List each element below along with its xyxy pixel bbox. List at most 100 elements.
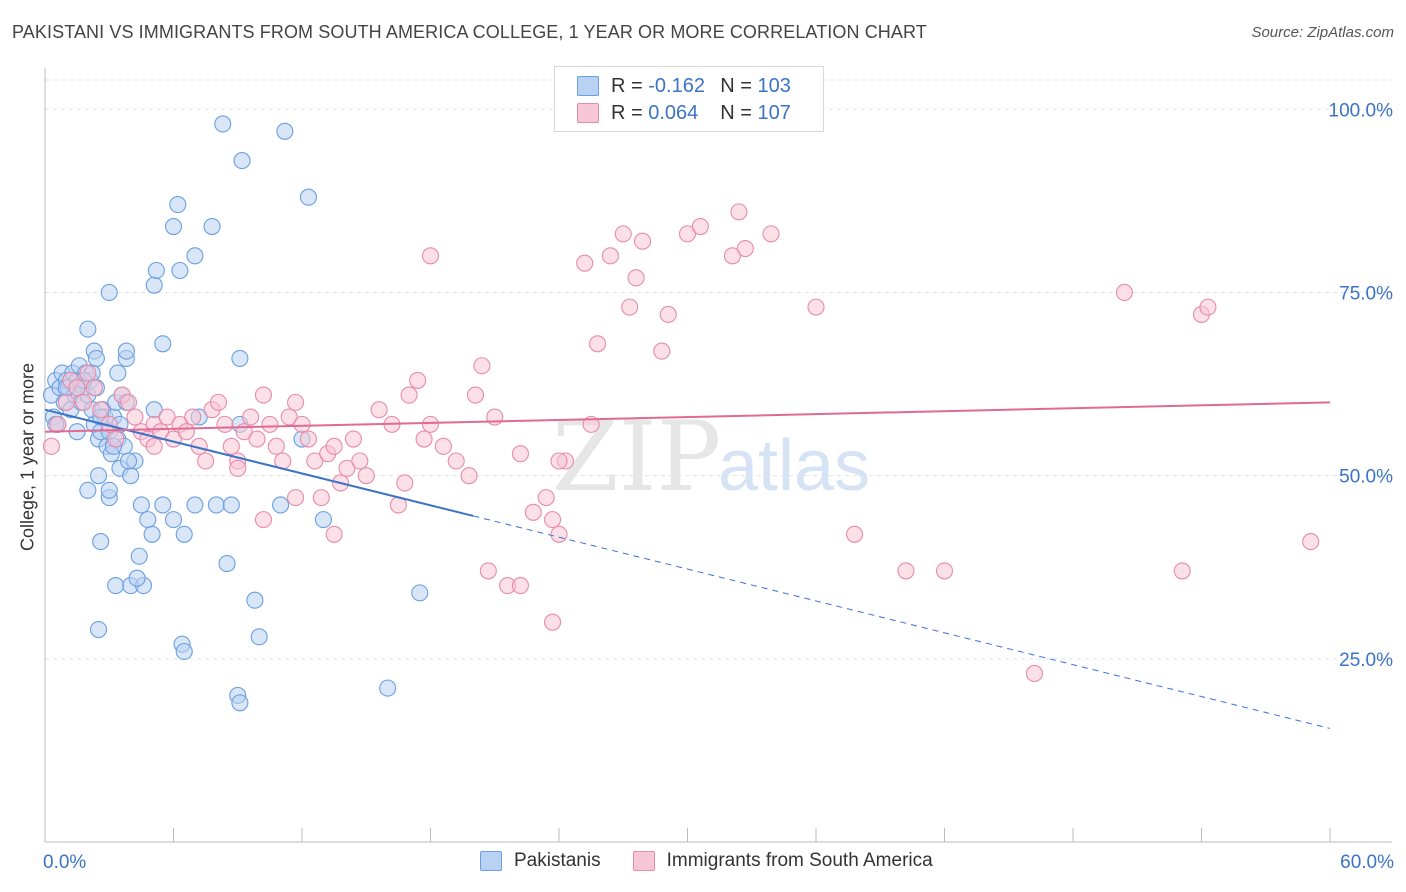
data-point bbox=[109, 364, 127, 382]
data-point bbox=[1302, 533, 1320, 551]
data-point bbox=[479, 562, 497, 580]
data-point bbox=[409, 371, 427, 389]
data-point bbox=[231, 694, 249, 712]
data-point bbox=[186, 496, 204, 514]
data-point bbox=[434, 437, 452, 455]
data-point bbox=[314, 511, 332, 529]
data-point bbox=[197, 452, 215, 470]
data-point bbox=[222, 496, 240, 514]
data-point bbox=[147, 261, 165, 280]
data-point bbox=[152, 423, 170, 441]
data-point bbox=[175, 642, 193, 661]
data-point bbox=[87, 349, 105, 367]
data-point bbox=[736, 239, 754, 258]
data-point bbox=[325, 525, 343, 543]
data-point bbox=[511, 577, 530, 595]
data-point bbox=[254, 386, 273, 404]
data-point bbox=[299, 188, 317, 206]
data-point bbox=[306, 452, 324, 470]
data-point bbox=[935, 562, 954, 580]
data-point bbox=[544, 613, 562, 631]
data-point bbox=[653, 342, 671, 360]
bottom-legend-swatch-blue bbox=[480, 851, 502, 871]
data-point bbox=[57, 393, 75, 411]
data-point bbox=[379, 679, 397, 697]
data-point bbox=[119, 452, 138, 470]
data-point bbox=[338, 459, 356, 477]
data-point bbox=[762, 225, 780, 243]
data-point bbox=[49, 415, 67, 433]
data-point bbox=[207, 496, 225, 514]
data-point bbox=[723, 247, 742, 265]
data-point bbox=[897, 562, 915, 580]
data-point bbox=[544, 511, 562, 529]
data-point bbox=[107, 430, 125, 448]
legend-row-pakistanis: R = -0.162 N = 103 bbox=[577, 73, 791, 99]
data-point bbox=[370, 401, 388, 419]
data-point bbox=[447, 452, 465, 470]
data-point bbox=[89, 620, 108, 639]
bottom-legend-pakistanis[interactable]: Pakistanis bbox=[480, 850, 601, 872]
legend-n-value: 103 bbox=[757, 74, 791, 97]
x-tick-max: 60.0% bbox=[1340, 852, 1394, 873]
data-point bbox=[730, 203, 748, 221]
data-point bbox=[280, 408, 298, 426]
data-point bbox=[633, 232, 652, 250]
y-tick-label: 75.0% bbox=[1339, 283, 1393, 304]
y-tick-label: 25.0% bbox=[1339, 650, 1393, 671]
bottom-legend-label: Pakistanis bbox=[514, 850, 601, 871]
legend-r-label: R = bbox=[611, 101, 643, 124]
data-point bbox=[122, 467, 140, 485]
data-point bbox=[473, 357, 491, 375]
data-point bbox=[130, 547, 148, 565]
data-point bbox=[164, 511, 183, 529]
data-point bbox=[169, 196, 187, 214]
data-point bbox=[511, 445, 530, 463]
axes bbox=[44, 68, 1392, 843]
data-point bbox=[203, 217, 221, 236]
data-point bbox=[184, 408, 202, 426]
data-point bbox=[254, 511, 273, 529]
data-point bbox=[486, 408, 504, 426]
data-point bbox=[1025, 664, 1043, 683]
data-point bbox=[119, 393, 138, 411]
data-point bbox=[79, 320, 97, 338]
data-point bbox=[344, 430, 362, 448]
data-point bbox=[550, 525, 568, 543]
data-point bbox=[621, 298, 639, 316]
legend-row-immigrants: R = 0.064 N = 107 bbox=[577, 100, 791, 126]
data-point bbox=[100, 481, 118, 499]
legend-swatch-blue bbox=[577, 76, 599, 96]
legend-n-value: 107 bbox=[757, 101, 791, 124]
data-point bbox=[325, 437, 343, 455]
y-tick-label: 50.0% bbox=[1339, 467, 1393, 488]
data-point bbox=[293, 415, 311, 433]
data-point bbox=[145, 276, 163, 294]
legend-r-value: 0.064 bbox=[648, 101, 699, 124]
data-point bbox=[216, 415, 234, 433]
y-tick-labels: 25.0% 50.0% 75.0% 100.0% bbox=[1329, 100, 1394, 671]
data-point bbox=[145, 437, 163, 455]
legend-n-label: N = bbox=[720, 101, 752, 124]
data-point bbox=[68, 379, 86, 397]
data-point bbox=[231, 349, 249, 367]
legend-box: R = -0.162 N = 103 R = 0.064 N = 107 bbox=[554, 66, 824, 132]
data-point bbox=[576, 254, 594, 272]
data-point bbox=[312, 489, 330, 507]
data-point bbox=[1115, 283, 1133, 302]
data-point bbox=[537, 489, 555, 507]
data-point bbox=[627, 269, 645, 287]
data-point bbox=[177, 423, 195, 441]
data-point bbox=[233, 152, 251, 170]
data-point bbox=[154, 496, 172, 514]
data-point bbox=[139, 511, 157, 529]
data-point bbox=[92, 401, 110, 419]
data-point bbox=[42, 437, 60, 455]
data-point bbox=[250, 628, 268, 646]
data-point bbox=[248, 430, 266, 448]
data-point bbox=[79, 481, 97, 499]
data-point bbox=[460, 467, 478, 485]
data-point bbox=[276, 122, 294, 140]
bottom-legend-immigrants[interactable]: Immigrants from South America bbox=[632, 850, 933, 872]
